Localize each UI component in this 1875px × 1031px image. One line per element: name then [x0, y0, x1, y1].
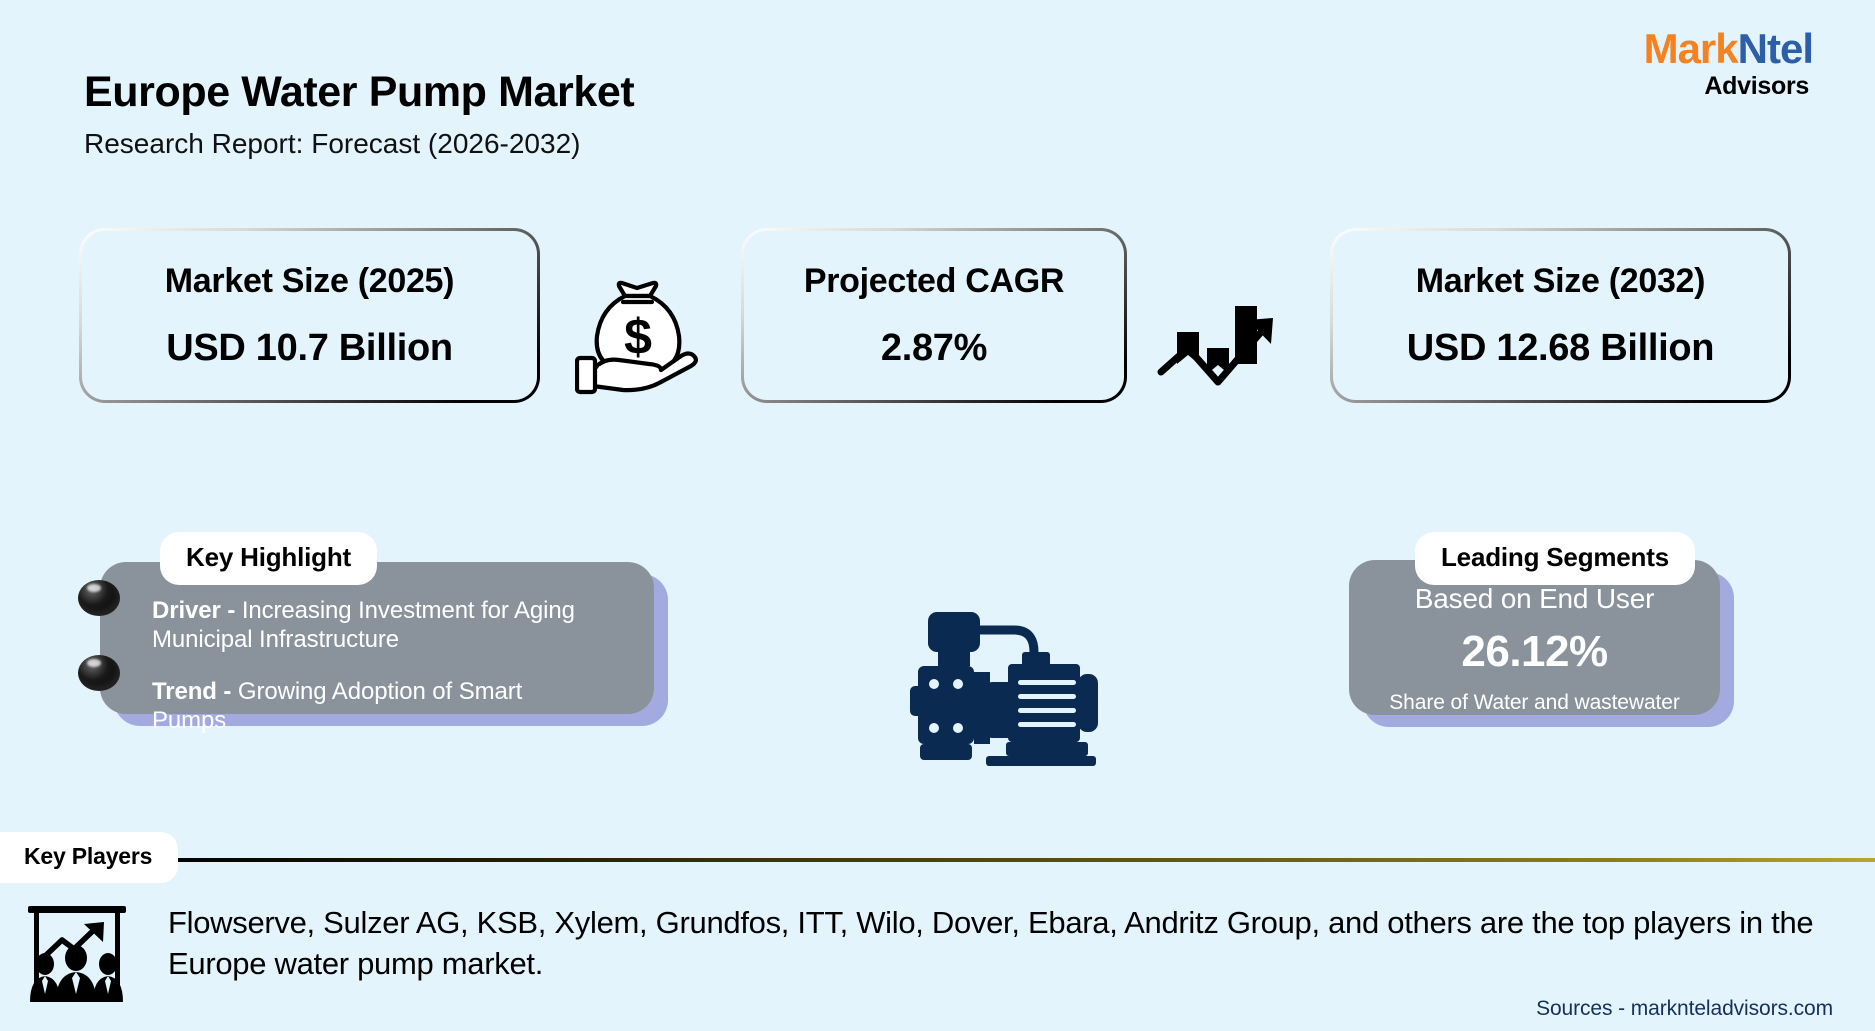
- key-players-icon: [28, 906, 126, 1002]
- stat-card-label: Market Size (2025): [164, 261, 455, 300]
- stat-card-projected-cagr: Projected CAGR 2.87%: [741, 228, 1127, 403]
- stat-card-value: USD 12.68 Billion: [1406, 326, 1715, 369]
- segment-share-value: 26.12%: [1461, 626, 1608, 676]
- bullet-sphere-icon: [78, 655, 120, 691]
- svg-text:$: $: [624, 309, 652, 365]
- stat-card-label: Projected CAGR: [803, 261, 1065, 300]
- stats-row: Market Size (2025) USD 10.7 Billion Proj…: [0, 228, 1875, 403]
- stat-card-label: Market Size (2032): [1415, 261, 1706, 300]
- key-players-section: Key Players Flowserve, Sulzer AG, KSB, X…: [0, 832, 1875, 1031]
- key-players-pill-label: Key Players: [0, 832, 179, 883]
- page-title: Europe Water Pump Market: [84, 68, 635, 116]
- stat-card-value: USD 10.7 Billion: [166, 326, 453, 369]
- logo-text-advisors: Advisors: [1704, 72, 1809, 100]
- stat-card-market-size-2032: Market Size (2032) USD 12.68 Billion: [1330, 228, 1791, 403]
- key-players-text: Flowserve, Sulzer AG, KSB, Xylem, Grundf…: [168, 905, 1814, 982]
- segment-basis-label: Based on End User: [1414, 582, 1655, 614]
- growth-chart-icon: [1157, 306, 1273, 386]
- leading-segments-pill-label: Leading Segments: [1415, 532, 1695, 585]
- leading-segments-content: Based on End User 26.12% Share of Water …: [1349, 560, 1720, 715]
- logo-text-ntel: Ntel: [1737, 25, 1814, 72]
- logo-wordmark: MarkNtel: [1643, 25, 1814, 72]
- key-highlight-list: Driver - Increasing Investment for Aging…: [152, 596, 602, 757]
- sources-note: Sources - marknteladvisors.com: [1536, 997, 1833, 1020]
- segment-description: Share of Water and wastewater: [1389, 690, 1680, 714]
- highlight-text: Increasing Investment for Aging Municipa…: [152, 597, 575, 654]
- brand-logo: MarkNtel Advisors: [1643, 25, 1814, 100]
- stat-card-market-size-2025: Market Size (2025) USD 10.7 Billion: [79, 228, 540, 403]
- money-bag-icon: $: [575, 280, 699, 395]
- page-subtitle: Research Report: Forecast (2026-2032): [84, 128, 581, 159]
- key-highlight-box: [100, 562, 654, 714]
- leading-segments-box: [1349, 560, 1720, 715]
- header: Europe Water Pump Market Research Report…: [0, 0, 1875, 180]
- key-highlight-callout: Key Highlight Driver - Increasing Invest…: [100, 532, 668, 734]
- water-pump-icon: [910, 612, 1098, 766]
- leading-segments-callout: Leading Segments Based on End User 26.12…: [1349, 532, 1734, 727]
- highlight-text: Growing Adoption of Smart Pumps: [152, 677, 523, 734]
- key-highlight-item-trend: Trend - Growing Adoption of Smart Pumps: [152, 677, 602, 736]
- key-players-divider: [150, 858, 1875, 862]
- key-highlight-item-driver: Driver - Increasing Investment for Aging…: [152, 596, 602, 655]
- stat-card-value: 2.87%: [880, 326, 988, 369]
- highlight-key: Driver -: [152, 597, 236, 624]
- key-highlight-pill-label: Key Highlight: [160, 532, 377, 585]
- bullet-sphere-icon: [78, 580, 120, 616]
- logo-text-mark: Mark: [1643, 25, 1739, 72]
- highlight-key: Trend -: [152, 677, 232, 705]
